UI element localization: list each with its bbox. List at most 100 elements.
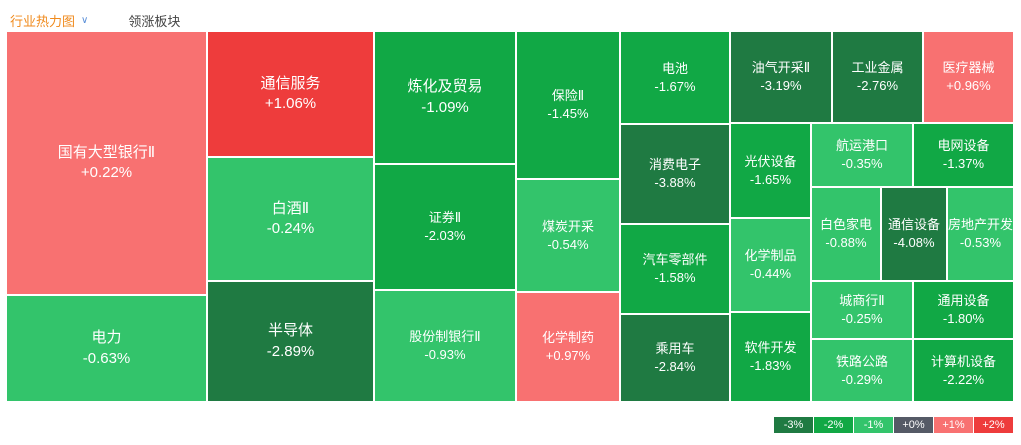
legend-swatch: -2% [814,417,854,433]
heatmap-cell[interactable]: 通用设备 -1.80% [913,281,1014,339]
sector-change: -1.09% [421,98,469,116]
heatmap-cell[interactable]: 油气开采Ⅱ -3.19% [730,31,832,123]
sector-name: 电网设备 [937,138,990,154]
sector-change: -4.08% [893,235,935,250]
heatmap-cell[interactable]: 航运港口 -0.35% [811,123,913,187]
heatmap-cell[interactable]: 工业金属 -2.76% [832,31,923,123]
sector-name: 白色家电 [819,217,872,233]
sector-change: -0.88% [825,235,867,250]
sector-name: 消费电子 [648,157,701,173]
heatmap-cell[interactable]: 房地产开发 -0.53% [947,187,1014,281]
sector-change: -0.25% [841,311,883,326]
sector-change: -0.35% [841,156,883,171]
sector-change: -1.45% [547,106,589,121]
legend-swatch: -1% [854,417,894,433]
sector-name: 通用设备 [937,293,990,309]
heatmap-cell[interactable]: 乘用车 -2.84% [620,314,730,402]
heatmap-cell[interactable]: 炼化及贸易 -1.09% [374,31,516,164]
sector-name: 煤炭开采 [541,218,594,234]
sector-name: 股份制银行Ⅱ [409,329,481,345]
heatmap-cell[interactable]: 城商行Ⅱ -0.25% [811,281,913,339]
heatmap-cell[interactable]: 白色家电 -0.88% [811,187,881,281]
sector-change: -3.88% [654,175,696,190]
sector-name: 白酒Ⅱ [271,199,310,217]
sector-name: 化学制品 [744,248,797,264]
heatmap-cell[interactable]: 国有大型银行Ⅱ +0.22% [6,31,207,295]
sector-change: -2.84% [654,359,696,374]
tab-industry-heatmap[interactable]: 行业热力图 ∨ [10,11,88,30]
legend-swatch: +0% [894,417,934,433]
sector-change: -0.53% [959,235,1002,250]
heatmap-cell[interactable]: 铁路公路 -0.29% [811,339,913,402]
heatmap-cell[interactable]: 保险Ⅱ -1.45% [516,31,620,179]
sector-name: 医疗器械 [942,60,995,76]
tab-industry-heatmap-label: 行业热力图 [10,13,76,29]
sector-name: 计算机设备 [930,353,996,369]
heatmap-cell[interactable]: 软件开发 -1.83% [730,312,811,402]
sector-change: -0.24% [266,220,315,237]
sector-name: 乘用车 [655,341,695,357]
sector-name: 房地产开发 [948,217,1014,233]
sector-name: 通信设备 [887,217,940,233]
heatmap-cell[interactable]: 光伏设备 -1.65% [730,123,811,218]
color-legend: -3% -2% -1% +0% +1% +2% [774,417,1014,433]
sector-name: 软件开发 [744,340,797,356]
sector-name: 炼化及贸易 [407,78,483,96]
heatmap-cell[interactable]: 电力 -0.63% [6,295,207,402]
sector-name: 城商行Ⅱ [839,293,885,309]
sector-change: -2.03% [424,228,466,243]
heatmap-cell[interactable]: 电网设备 -1.37% [913,123,1014,187]
sector-change: -2.22% [942,371,985,387]
heatmap-cell[interactable]: 股份制银行Ⅱ -0.93% [374,290,516,402]
sector-change: -2.76% [856,78,899,93]
sector-name: 汽车零部件 [642,252,708,268]
sector-change: -3.19% [760,78,802,93]
sector-change: -1.83% [749,358,792,373]
chevron-down-icon[interactable]: ∨ [81,14,89,26]
heatmap-cell[interactable]: 化学制品 -0.44% [730,218,811,312]
sector-change: -0.44% [749,266,792,281]
sector-heatmap: 国有大型银行Ⅱ +0.22% 电力 -0.63% 通信服务 +1.06% 白酒Ⅱ -0.24%… [6,31,1014,402]
sector-change: -0.63% [82,349,131,367]
sector-change: -1.65% [749,171,792,187]
sector-change: -0.29% [841,371,883,387]
sector-name: 化学制药 [541,330,594,346]
sector-name: 电力 [91,329,122,347]
legend-swatch: +1% [934,417,974,433]
heatmap-cell[interactable]: 半导体 -2.89% [207,281,374,402]
heatmap-cell[interactable]: 煤炭开采 -0.54% [516,179,620,292]
sector-name: 半导体 [267,322,313,340]
sector-change: +1.06% [264,95,317,112]
heatmap-cell[interactable]: 汽车零部件 -1.58% [620,224,730,314]
legend-swatch: -3% [774,417,814,433]
heatmap-cell[interactable]: 通信服务 +1.06% [207,31,374,157]
sector-name: 通信服务 [260,74,321,92]
heatmap-cell[interactable]: 消费电子 -3.88% [620,124,730,224]
sector-change: -0.54% [547,236,589,252]
sector-change: -1.67% [654,78,696,94]
heatmap-tabs: 行业热力图 ∨ 领涨板块 [10,10,180,30]
sector-name: 证券Ⅱ [428,210,462,226]
sector-name: 保险Ⅱ [551,88,585,104]
sector-change: +0.22% [80,164,133,181]
heatmap-cell[interactable]: 医疗器械 +0.96% [923,31,1014,123]
sector-name: 铁路公路 [835,353,888,369]
heatmap-cell[interactable]: 计算机设备 -2.22% [913,339,1014,402]
sector-change: +0.97% [545,348,591,363]
tab-leading-sectors[interactable]: 领涨板块 [128,13,181,29]
heatmap-cell[interactable]: 化学制药 +0.97% [516,292,620,402]
sector-change: -1.37% [942,156,985,171]
sector-name: 油气开采Ⅱ [751,60,811,76]
sector-change: -0.93% [424,347,466,362]
legend-swatch: +2% [974,417,1014,433]
heatmap-cell[interactable]: 证券Ⅱ -2.03% [374,164,516,290]
sector-name: 工业金属 [851,60,904,76]
sector-change: -1.58% [654,270,696,285]
sector-name: 航运港口 [835,138,888,154]
sector-change: +0.96% [946,78,991,93]
heatmap-cell[interactable]: 白酒Ⅱ -0.24% [207,157,374,281]
sector-name: 国有大型银行Ⅱ [57,143,156,161]
heatmap-cell[interactable]: 电池 -1.67% [620,31,730,124]
sector-change: -1.80% [942,311,985,326]
heatmap-cell[interactable]: 通信设备 -4.08% [881,187,947,281]
